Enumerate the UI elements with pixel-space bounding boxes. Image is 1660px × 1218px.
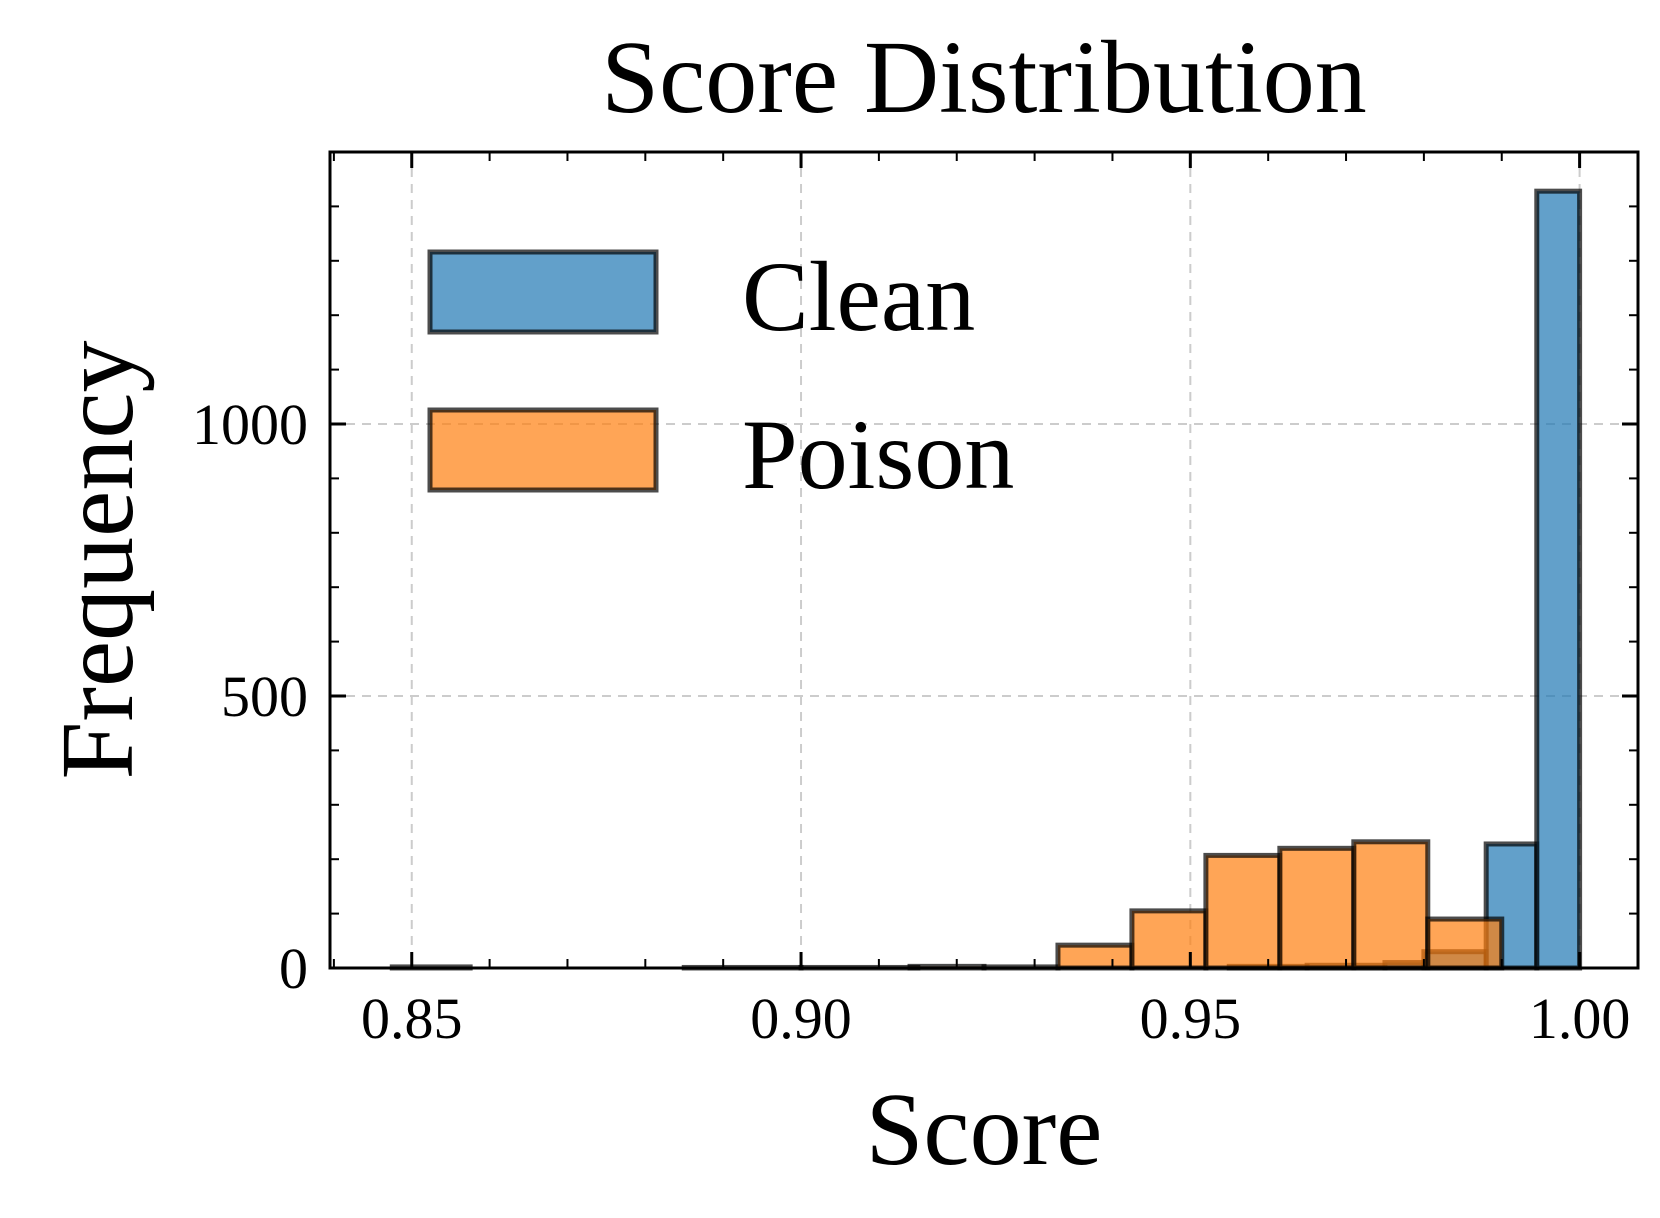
- axes-frame: [328, 150, 1640, 970]
- tick-labels: 0.85 0.90 0.95 1.00 0 500 1000: [192, 392, 1630, 1051]
- y-tick-label: 500: [221, 664, 308, 729]
- legend-label-clean: Clean: [742, 241, 975, 352]
- bar-clean: [1534, 188, 1583, 971]
- x-tick-label: 0.95: [1140, 986, 1242, 1051]
- legend-swatch-clean: [427, 249, 659, 335]
- legend-label-poison: Poison: [742, 399, 1014, 510]
- chart-title: Score Distribution: [601, 20, 1366, 135]
- x-tick-label: 0.90: [750, 986, 852, 1051]
- x-tick-label: 0.85: [361, 986, 463, 1051]
- y-tick-label: 0: [279, 936, 308, 1001]
- legend: Clean Poison: [427, 241, 1014, 510]
- bar-poison: [1277, 845, 1357, 971]
- bar-poison: [1425, 916, 1505, 971]
- legend-swatch-poison: [427, 407, 659, 493]
- bar-poison: [1055, 942, 1135, 971]
- x-tick-label: 1.00: [1529, 986, 1631, 1051]
- bar-poison: [1129, 908, 1209, 971]
- y-tick-label: 1000: [192, 392, 308, 457]
- bar-poison: [1203, 852, 1283, 971]
- axis-ticks: [330, 151, 1638, 970]
- x-axis-label: Score: [866, 1072, 1103, 1187]
- bar-poison: [1351, 839, 1431, 971]
- y-axis-label: Frequency: [40, 341, 155, 780]
